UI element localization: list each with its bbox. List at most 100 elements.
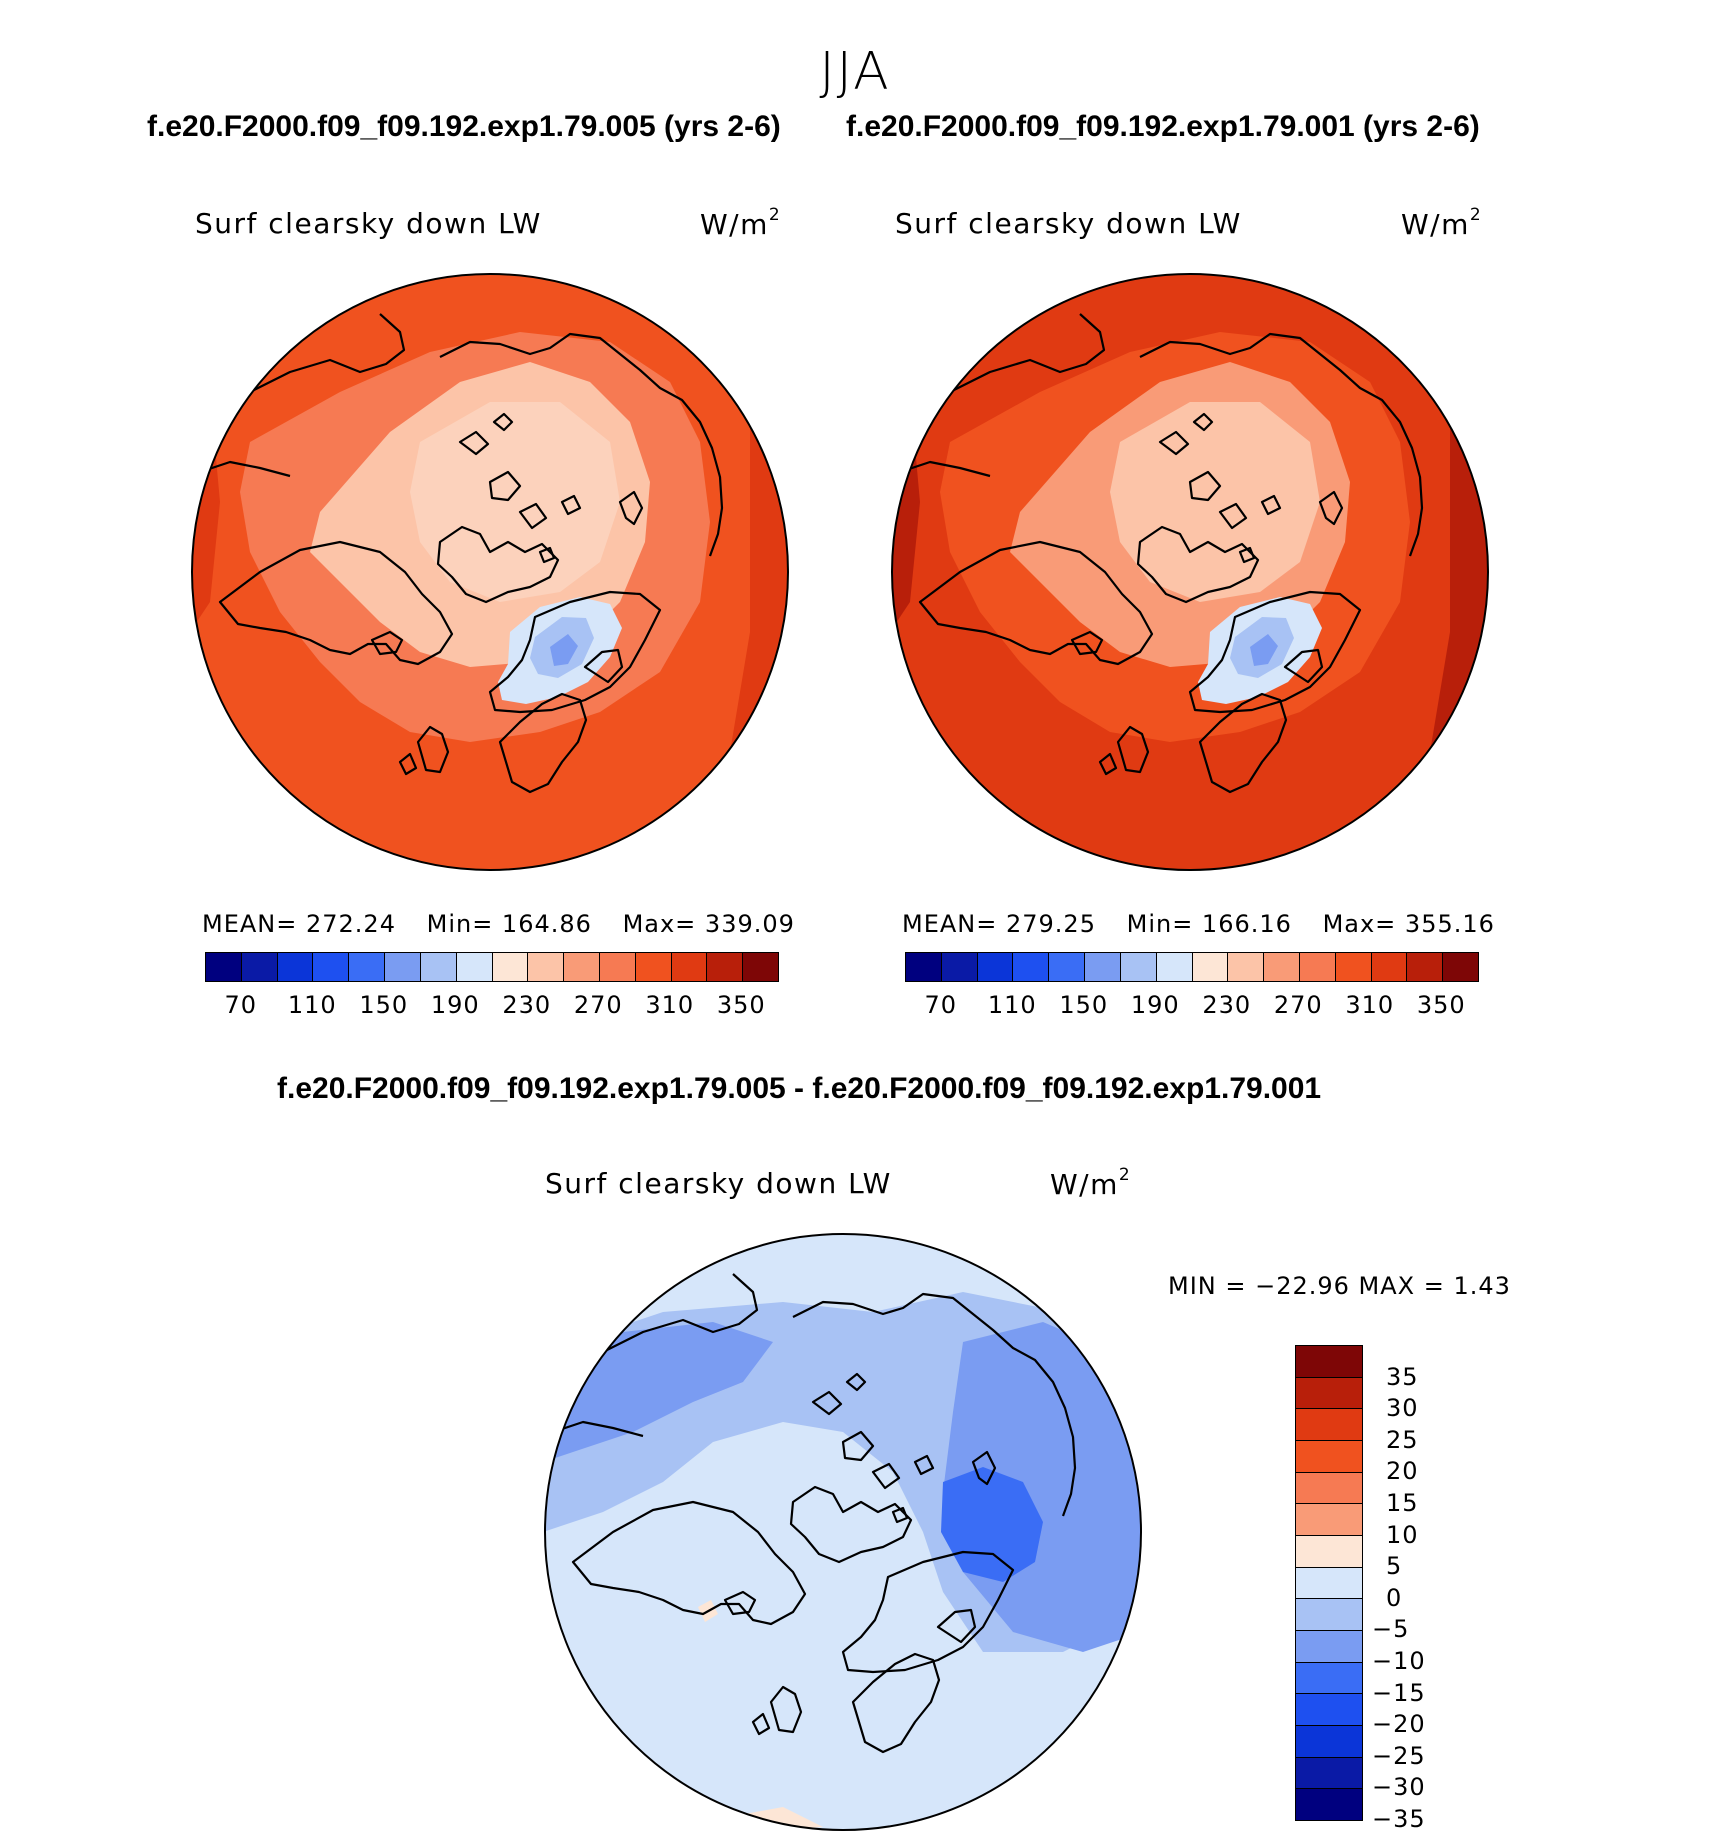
- coastline-canadaArch: [1136, 470, 1260, 604]
- colorbar-swatch: [1296, 1662, 1362, 1695]
- panel-a-polar-map: [191, 273, 789, 871]
- coastline-britain: [751, 1685, 803, 1736]
- colorbar-tick-label: 110: [987, 991, 1037, 1019]
- colorbar-swatch: [1443, 953, 1478, 981]
- coastline-northAmerica: [218, 540, 454, 666]
- coastline-alaska: [899, 313, 1106, 478]
- panel-b-units: W/m2: [1401, 205, 1483, 241]
- coastline-britain: [398, 725, 450, 776]
- coastline-greenland: [1188, 590, 1362, 714]
- colorbar-swatch: [941, 953, 978, 981]
- colorbar-swatch: [1296, 1599, 1362, 1632]
- colorbar-swatch: [1296, 1789, 1362, 1821]
- colorbar-swatch: [206, 953, 242, 981]
- panel-a-mean: MEAN= 272.24: [202, 910, 396, 938]
- colorbar-tick-label: 25: [1386, 1425, 1419, 1454]
- colorbar-swatch: [707, 953, 744, 981]
- colorbar-tick-label: 190: [430, 991, 480, 1019]
- case-a-title: f.e20.F2000.f09_f09.192.exp1.79.005 (yrs…: [147, 110, 781, 143]
- colorbar-swatch: [1296, 1409, 1362, 1442]
- colorbar-swatch: [277, 953, 314, 981]
- colorbar-tick-label: 15: [1386, 1489, 1419, 1517]
- panel-a-stats: MEAN= 272.24 Min= 164.86 Max= 339.09: [202, 910, 817, 938]
- colorbar-tick-label: 0: [1386, 1583, 1403, 1612]
- difference-polar-map: [544, 1233, 1142, 1831]
- colorbar-swatch: [1296, 1694, 1362, 1727]
- difference-title: f.e20.F2000.f09_f09.192.exp1.79.005 - f.…: [277, 1072, 1322, 1105]
- panel-b-max: Max= 355.16: [1322, 910, 1495, 938]
- panel-b-stats: MEAN= 279.25 Min= 166.16 Max= 355.16: [902, 910, 1517, 938]
- map-boundary: [544, 1233, 1142, 1831]
- coastline-scandinavia: [851, 1608, 977, 1754]
- coastline-iceland: [370, 630, 404, 656]
- panel-a-max: Max= 339.09: [622, 910, 795, 938]
- panel-b-variable-label: Surf clearsky down LW: [895, 207, 1242, 240]
- colorbar-swatch: [1120, 953, 1157, 981]
- coastline-islands: [811, 1372, 935, 1524]
- coastline-novaya: [971, 1450, 997, 1486]
- colorbar-tick-label: −5: [1372, 1615, 1410, 1644]
- colorbar-tick-label: 110: [287, 991, 337, 1019]
- field-diff-atlantic: [563, 1592, 903, 1702]
- field-polar-cap: [410, 402, 620, 602]
- diff-min-max: MIN = −22.96 MAX = 1.43: [1168, 1272, 1511, 1300]
- colorbar-tick-label: 150: [1059, 991, 1109, 1019]
- coastline-iceland: [723, 1590, 757, 1616]
- difference-colorbar: [1295, 1345, 1363, 1821]
- colorbar-tick-label: −35: [1372, 1805, 1426, 1833]
- colorbar-swatch: [1192, 953, 1229, 981]
- colorbar-swatch: [1296, 1441, 1362, 1473]
- diff-units: W/m2: [1050, 1165, 1132, 1201]
- colorbar-swatch: [1296, 1472, 1362, 1505]
- colorbar-swatch: [1296, 1631, 1362, 1663]
- colorbar-swatch: [1156, 953, 1193, 981]
- colorbar-tick-label: 70: [924, 991, 958, 1019]
- panel-b-min: Min= 166.16: [1126, 910, 1292, 938]
- colorbar-tick-label: 35: [1386, 1362, 1419, 1391]
- colorbar-tick-label: 270: [573, 991, 623, 1019]
- colorbar-swatch: [349, 953, 386, 981]
- colorbar-tick-label: 150: [359, 991, 409, 1019]
- colorbar-swatch: [743, 953, 778, 981]
- coastline-novaya: [618, 490, 644, 526]
- coastline-northAmerica: [571, 1500, 807, 1626]
- colorbar-swatch: [977, 953, 1014, 981]
- colorbar-tick-label: 70: [224, 991, 258, 1019]
- panel-a-colorbar: [205, 952, 779, 982]
- colorbar-swatch: [528, 953, 565, 981]
- field-greenland-min: [550, 634, 578, 666]
- colorbar-swatch: [1296, 1567, 1362, 1600]
- coastline-alaska: [199, 313, 406, 478]
- colorbar-tick-label: −25: [1372, 1741, 1426, 1770]
- panel-b-polar-map: [891, 273, 1489, 871]
- coastline-greenland: [488, 590, 662, 714]
- colorbar-swatch: [1296, 1536, 1362, 1568]
- diff-variable-label: Surf clearsky down LW: [545, 1167, 892, 1200]
- colorbar-swatch: [456, 953, 493, 981]
- colorbar-tick-label: 270: [1273, 991, 1323, 1019]
- colorbar-swatch: [420, 953, 457, 981]
- colorbar-swatch: [1296, 1757, 1362, 1790]
- colorbar-swatch: [906, 953, 942, 981]
- colorbar-tick-label: 10: [1386, 1520, 1419, 1549]
- map-boundary: [891, 273, 1489, 871]
- panel-b-colorbar-ticks: 70 110 150 190 230 270 310 350: [905, 991, 1477, 1021]
- panel-a-colorbar-ticks: 70 110 150 190 230 270 310 350: [205, 991, 777, 1021]
- colorbar-tick-label: 5: [1386, 1552, 1403, 1581]
- colorbar-swatch: [1296, 1377, 1362, 1410]
- panel-a-units: W/m2: [700, 205, 782, 241]
- colorbar-tick-label: 230: [502, 991, 552, 1019]
- colorbar-swatch: [492, 953, 529, 981]
- colorbar-swatch: [385, 953, 421, 981]
- coastline-siberia: [792, 1292, 1077, 1517]
- colorbar-swatch: [1296, 1346, 1362, 1378]
- colorbar-swatch: [241, 953, 278, 981]
- panel-a-variable-label: Surf clearsky down LW: [195, 207, 542, 240]
- panel-a-min: Min= 164.86: [426, 910, 592, 938]
- coastline-scandinavia: [498, 648, 624, 794]
- coastline-britain: [1098, 725, 1150, 776]
- colorbar-swatch: [1013, 953, 1050, 981]
- coastline-islands: [458, 412, 582, 564]
- colorbar-swatch: [1085, 953, 1121, 981]
